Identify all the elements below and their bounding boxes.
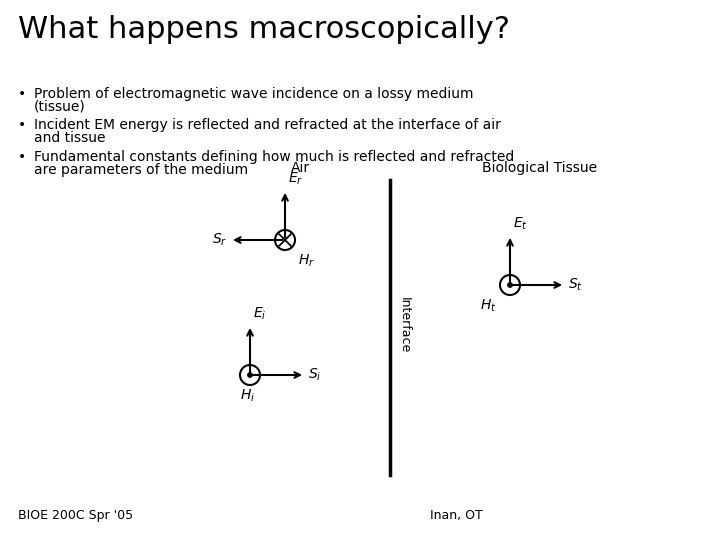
Circle shape [240,365,260,385]
Text: •: • [18,87,26,101]
Text: Inan, OT: Inan, OT [430,509,482,522]
Text: $S_i$: $S_i$ [308,367,321,383]
Text: and tissue: and tissue [34,131,106,145]
Text: What happens macroscopically?: What happens macroscopically? [18,15,510,44]
Circle shape [275,230,295,250]
Text: Fundamental constants defining how much is reflected and refracted: Fundamental constants defining how much … [34,150,514,164]
Text: Problem of electromagnetic wave incidence on a lossy medium: Problem of electromagnetic wave incidenc… [34,87,474,101]
Text: Incident EM energy is reflected and refracted at the interface of air: Incident EM energy is reflected and refr… [34,118,501,132]
Circle shape [248,373,252,377]
Text: BIOE 200C Spr '05: BIOE 200C Spr '05 [18,509,133,522]
Text: •: • [18,150,26,164]
Text: •: • [18,118,26,132]
Text: Interface: Interface [398,297,411,353]
Circle shape [508,283,512,287]
Text: $H_r$: $H_r$ [298,253,315,269]
Text: $E_r$: $E_r$ [288,171,303,187]
Text: Biological Tissue: Biological Tissue [482,161,598,175]
Text: (tissue): (tissue) [34,100,86,114]
Text: $H_i$: $H_i$ [240,388,256,404]
Text: are parameters of the medium: are parameters of the medium [34,163,248,177]
Text: $E_t$: $E_t$ [513,215,528,232]
Circle shape [500,275,520,295]
Text: $H_t$: $H_t$ [480,298,497,314]
Text: $S_t$: $S_t$ [568,277,583,293]
Text: Air: Air [290,161,310,175]
Text: $E_i$: $E_i$ [253,306,266,322]
Text: $S_r$: $S_r$ [212,232,227,248]
